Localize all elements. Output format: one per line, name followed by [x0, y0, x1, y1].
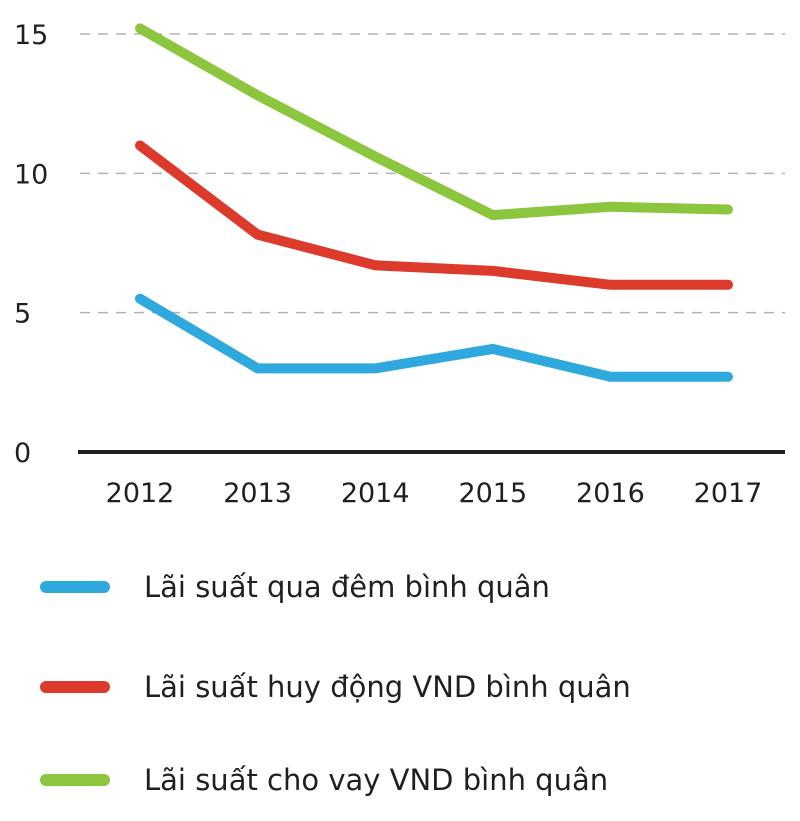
legend-label-deposit: Lãi suất huy động VND bình quân — [144, 670, 631, 704]
x-tick-label: 2017 — [694, 478, 763, 509]
legend-item-deposit: Lãi suất huy động VND bình quân — [40, 662, 631, 712]
y-axis-tick-labels: 0 5 10 15 — [14, 20, 48, 469]
series-line-1 — [135, 140, 733, 290]
legend-label-overnight: Lãi suất qua đêm bình quân — [144, 570, 550, 604]
series-lines — [135, 23, 733, 382]
x-tick-label: 2014 — [341, 478, 410, 509]
y-tick-label: 15 — [14, 20, 48, 51]
x-tick-label: 2012 — [106, 478, 175, 509]
line-chart: 0 5 10 15 2012 2013 2014 2015 2016 2017 — [14, 20, 785, 509]
y-tick-label: 10 — [14, 159, 48, 190]
gridlines — [80, 33, 785, 314]
series-line-2 — [135, 23, 733, 221]
legend-swatch-lending — [40, 774, 110, 786]
x-axis-tick-labels: 2012 2013 2014 2015 2016 2017 — [106, 478, 763, 509]
x-tick-label: 2015 — [458, 478, 527, 509]
series-line-0 — [135, 293, 733, 382]
legend-swatch-overnight — [40, 581, 110, 593]
legend-item-overnight: Lãi suất qua đêm bình quân — [40, 562, 550, 612]
legend-swatch-deposit — [40, 681, 110, 693]
x-tick-label: 2013 — [223, 478, 292, 509]
legend-item-lending: Lãi suất cho vay VND bình quân — [40, 755, 608, 805]
y-tick-label: 5 — [14, 299, 31, 330]
y-tick-label: 0 — [14, 438, 31, 469]
legend-label-lending: Lãi suất cho vay VND bình quân — [144, 763, 609, 797]
x-tick-label: 2016 — [576, 478, 645, 509]
